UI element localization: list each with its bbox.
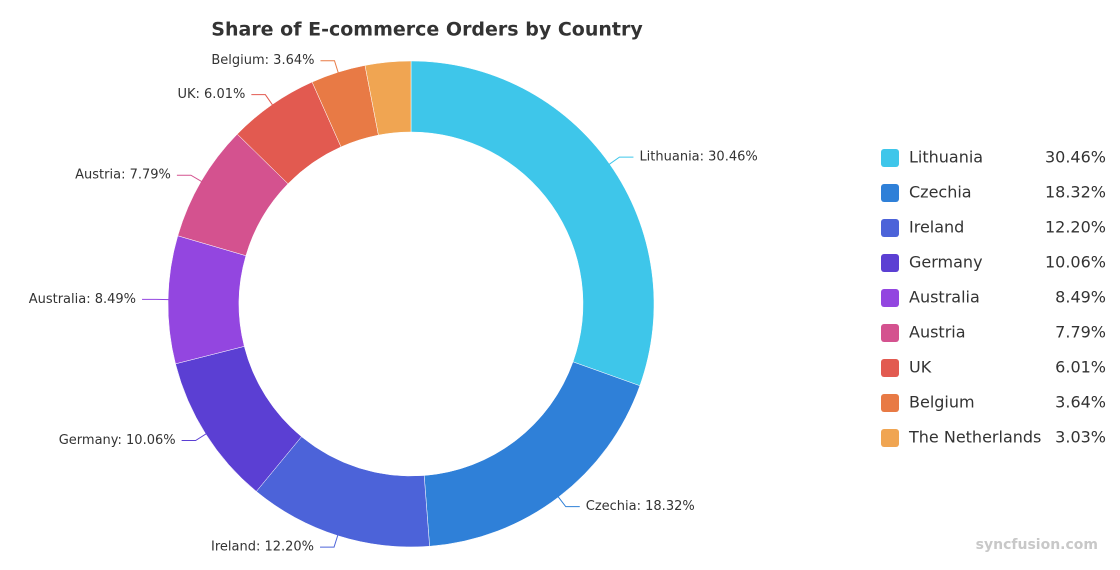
legend-value: 10.06% xyxy=(1045,253,1106,272)
data-label: Czechia: 18.32% xyxy=(586,499,695,514)
legend-value: 3.64% xyxy=(1055,393,1106,412)
label-connector xyxy=(181,432,208,442)
legend-value: 18.32% xyxy=(1045,183,1106,202)
chart-title: Share of E-commerce Orders by Country xyxy=(211,19,643,41)
legend-swatch[interactable] xyxy=(881,149,899,167)
legend-label[interactable]: The Netherlands xyxy=(908,428,1041,447)
legend-value: 30.46% xyxy=(1045,148,1106,167)
label-connector xyxy=(176,174,204,183)
data-label: Austria: 7.79% xyxy=(75,168,171,183)
legend-swatch[interactable] xyxy=(881,219,899,237)
legend-label[interactable]: Lithuania xyxy=(909,148,983,167)
label-connector xyxy=(607,156,634,166)
legend-swatch[interactable] xyxy=(881,359,899,377)
donut-slice[interactable] xyxy=(167,235,247,365)
legend-swatch[interactable] xyxy=(881,429,899,447)
legend-label[interactable]: Australia xyxy=(909,288,980,307)
legend-value: 6.01% xyxy=(1055,358,1106,377)
watermark: syncfusion.com xyxy=(976,537,1098,553)
data-label: UK: 6.01% xyxy=(177,87,245,102)
data-label: Germany: 10.06% xyxy=(59,433,176,448)
data-label: Australia: 8.49% xyxy=(29,292,136,307)
donut-slice[interactable] xyxy=(423,361,641,547)
legend-label[interactable]: Ireland xyxy=(909,218,964,237)
donut-slice[interactable] xyxy=(410,60,655,387)
legend-value: 12.20% xyxy=(1045,218,1106,237)
legend-swatch[interactable] xyxy=(881,289,899,307)
legend-label[interactable]: Austria xyxy=(909,323,966,342)
legend-value: 3.03% xyxy=(1055,428,1106,447)
legend-label[interactable]: Germany xyxy=(909,253,983,272)
legend-value: 8.49% xyxy=(1055,288,1106,307)
donut-slice[interactable] xyxy=(364,60,412,136)
data-label: Lithuania: 30.46% xyxy=(639,150,757,165)
label-connector xyxy=(251,94,274,107)
label-connector xyxy=(556,495,580,508)
legend-value: 7.79% xyxy=(1055,323,1106,342)
legend-swatch[interactable] xyxy=(881,324,899,342)
data-label: Ireland: 12.20% xyxy=(211,540,314,555)
legend-swatch[interactable] xyxy=(881,254,899,272)
label-connector xyxy=(320,60,340,75)
legend-swatch[interactable] xyxy=(881,184,899,202)
legend-label[interactable]: Czechia xyxy=(909,183,972,202)
label-connector xyxy=(320,533,339,548)
data-label: Belgium: 3.64% xyxy=(211,53,314,68)
legend-label[interactable]: UK xyxy=(909,358,932,377)
legend-label[interactable]: Belgium xyxy=(909,393,975,412)
legend-swatch[interactable] xyxy=(881,394,899,412)
